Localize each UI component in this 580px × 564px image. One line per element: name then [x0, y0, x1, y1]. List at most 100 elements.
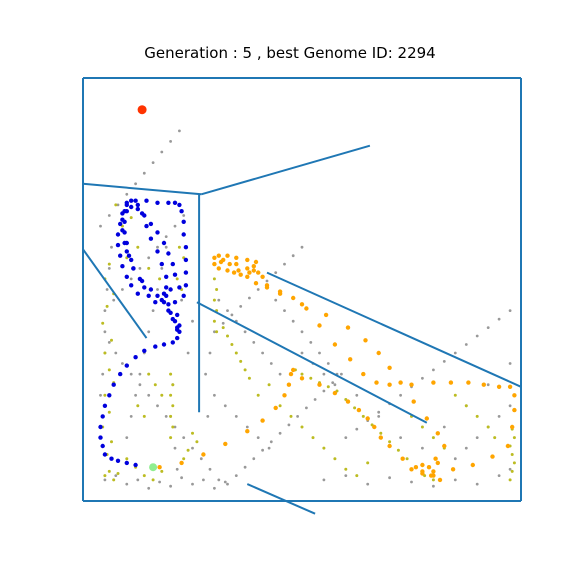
best-path-point — [155, 294, 159, 298]
population-b-point — [182, 457, 185, 460]
second-path-point — [398, 380, 402, 384]
population-a-point — [182, 436, 185, 439]
population-a-point — [174, 225, 177, 228]
best-path-point — [125, 363, 129, 367]
population-b-point — [513, 461, 516, 464]
second-path-point — [346, 399, 350, 403]
population-b-point — [366, 461, 369, 464]
best-path-point — [175, 336, 179, 340]
best-path-point — [140, 211, 144, 215]
second-path-point — [372, 425, 376, 429]
population-a-point — [344, 474, 347, 477]
second-path-point — [254, 260, 258, 264]
population-a-point — [476, 483, 479, 486]
best-path-point — [173, 300, 177, 304]
best-path-point — [98, 435, 102, 439]
best-path-point — [125, 461, 129, 465]
second-path-point — [217, 266, 221, 270]
second-path-point — [289, 372, 293, 376]
best-path-point — [149, 222, 153, 226]
best-path-point — [118, 222, 122, 226]
population-b-point — [143, 474, 146, 477]
population-b-point — [511, 470, 514, 473]
population-a-point — [147, 256, 150, 259]
population-a-point — [323, 373, 326, 376]
maze-wall — [267, 273, 521, 387]
population-b-point — [147, 373, 150, 376]
population-a-point — [191, 447, 194, 450]
second-path-point — [431, 380, 435, 384]
population-b-point — [101, 322, 104, 325]
population-b-point — [176, 277, 179, 280]
population-a-point — [187, 352, 190, 355]
best-path-point — [142, 349, 146, 353]
population-a-point — [143, 172, 146, 175]
population-b-point — [493, 436, 496, 439]
second-path-point — [449, 380, 453, 384]
best-path-point — [129, 258, 133, 262]
best-path-point — [153, 300, 157, 304]
population-a-point — [305, 407, 308, 410]
population-a-point — [270, 362, 273, 365]
population-a-point — [226, 483, 229, 486]
second-path-point — [374, 380, 378, 384]
population-a-point — [266, 280, 269, 283]
population-b-point — [268, 383, 271, 386]
population-a-point — [323, 390, 326, 393]
second-path-point — [387, 366, 391, 370]
best-path-point — [144, 199, 148, 203]
population-b-point — [112, 478, 115, 481]
population-b-point — [344, 468, 347, 471]
population-a-point — [114, 352, 117, 355]
population-a-point — [465, 447, 468, 450]
second-path-point — [212, 262, 216, 266]
second-path-point — [409, 383, 413, 387]
second-path-point — [282, 393, 286, 397]
best-path-point — [142, 285, 146, 289]
population-a-point — [130, 373, 133, 376]
population-a-point — [112, 299, 115, 302]
second-path-point — [278, 292, 282, 296]
best-path-point — [103, 452, 107, 456]
population-a-point — [498, 415, 501, 418]
population-b-point — [136, 404, 139, 407]
population-a-point — [377, 415, 380, 418]
population-a-point — [169, 140, 172, 143]
second-path-point — [427, 465, 431, 469]
population-a-point — [327, 362, 330, 365]
population-a-point — [355, 428, 358, 431]
second-path-point — [379, 435, 383, 439]
best-path-point — [144, 224, 148, 228]
population-b-point — [110, 339, 113, 342]
best-path-point — [166, 251, 170, 255]
best-path-point — [173, 201, 177, 205]
population-a-point — [139, 383, 142, 386]
population-a-point — [121, 362, 124, 365]
best-path-point — [125, 241, 129, 245]
population-b-point — [171, 404, 174, 407]
best-path-point — [171, 340, 175, 344]
population-a-point — [454, 352, 457, 355]
population-b-point — [222, 326, 225, 329]
population-a-point — [160, 151, 163, 154]
population-b-point — [169, 394, 172, 397]
best-path-point — [129, 283, 133, 287]
population-a-point — [125, 193, 128, 196]
population-a-point — [165, 415, 168, 418]
population-a-point — [174, 447, 177, 450]
best-path-point — [129, 199, 133, 203]
population-b-point — [476, 415, 479, 418]
population-a-point — [261, 449, 264, 452]
population-b-point — [103, 394, 106, 397]
population-a-point — [283, 263, 286, 266]
population-b-point — [114, 203, 117, 206]
population-b-point — [333, 457, 336, 460]
population-b-point — [454, 394, 457, 397]
population-a-point — [160, 267, 163, 270]
population-b-point — [487, 426, 490, 429]
second-path-point — [247, 270, 251, 274]
best-path-point — [182, 220, 186, 224]
population-b-point — [257, 394, 260, 397]
population-a-point — [235, 474, 238, 477]
